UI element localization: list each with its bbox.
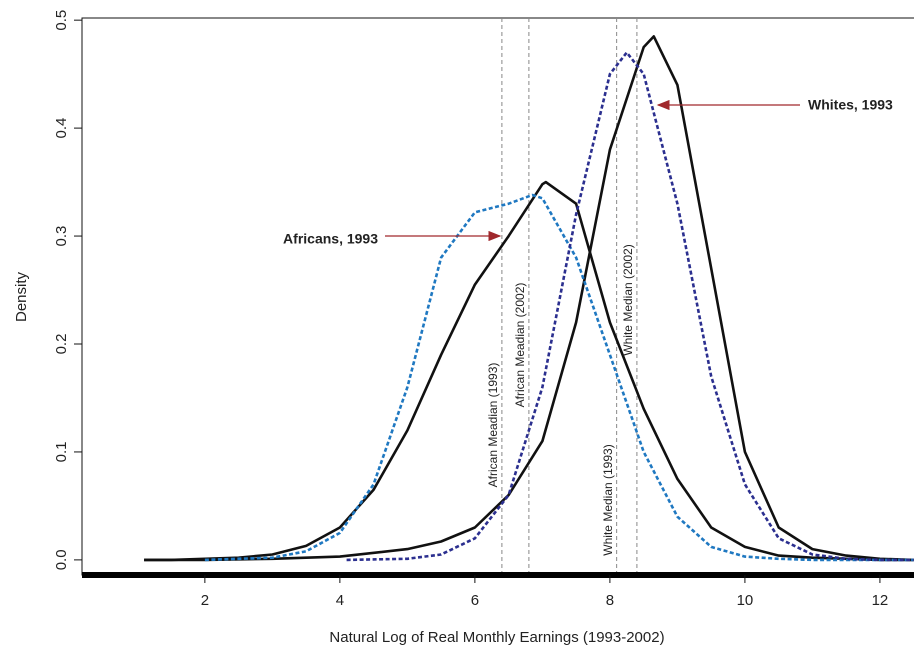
- x-tick-label: 8: [606, 592, 614, 609]
- median-label: African Meadian (2002): [513, 283, 527, 408]
- y-axis-label: Density: [13, 271, 30, 322]
- annotation: Whites, 1993: [808, 97, 893, 113]
- plot-frame: [81, 17, 914, 576]
- x-axis-label: Natural Log of Real Monthly Earnings (19…: [329, 629, 664, 646]
- y-tick-label: 0.0: [53, 549, 70, 570]
- y-tick-label: 0.4: [53, 118, 70, 139]
- density-curve: [144, 35, 914, 562]
- y-tick-label: 0.3: [53, 226, 70, 247]
- median-label: White Median (2002): [621, 244, 635, 355]
- y-tick-label: 0.1: [53, 442, 70, 463]
- x-tick-label: 10: [737, 592, 754, 609]
- x-tick-label: 4: [336, 592, 344, 609]
- annotation: Africans, 1993: [283, 231, 378, 247]
- x-tick-label: 12: [872, 592, 889, 609]
- y-tick-label: 0.2: [53, 334, 70, 355]
- median-label: White Median (1993): [601, 444, 615, 555]
- x-tick-label: 6: [471, 592, 479, 609]
- density-curve: [346, 51, 914, 562]
- y-tick-label: 0.5: [53, 10, 70, 31]
- plot-area: [144, 18, 914, 575]
- x-tick-label: 2: [201, 592, 209, 609]
- density-curve: [144, 180, 914, 562]
- median-label: African Meadian (1993): [486, 363, 500, 488]
